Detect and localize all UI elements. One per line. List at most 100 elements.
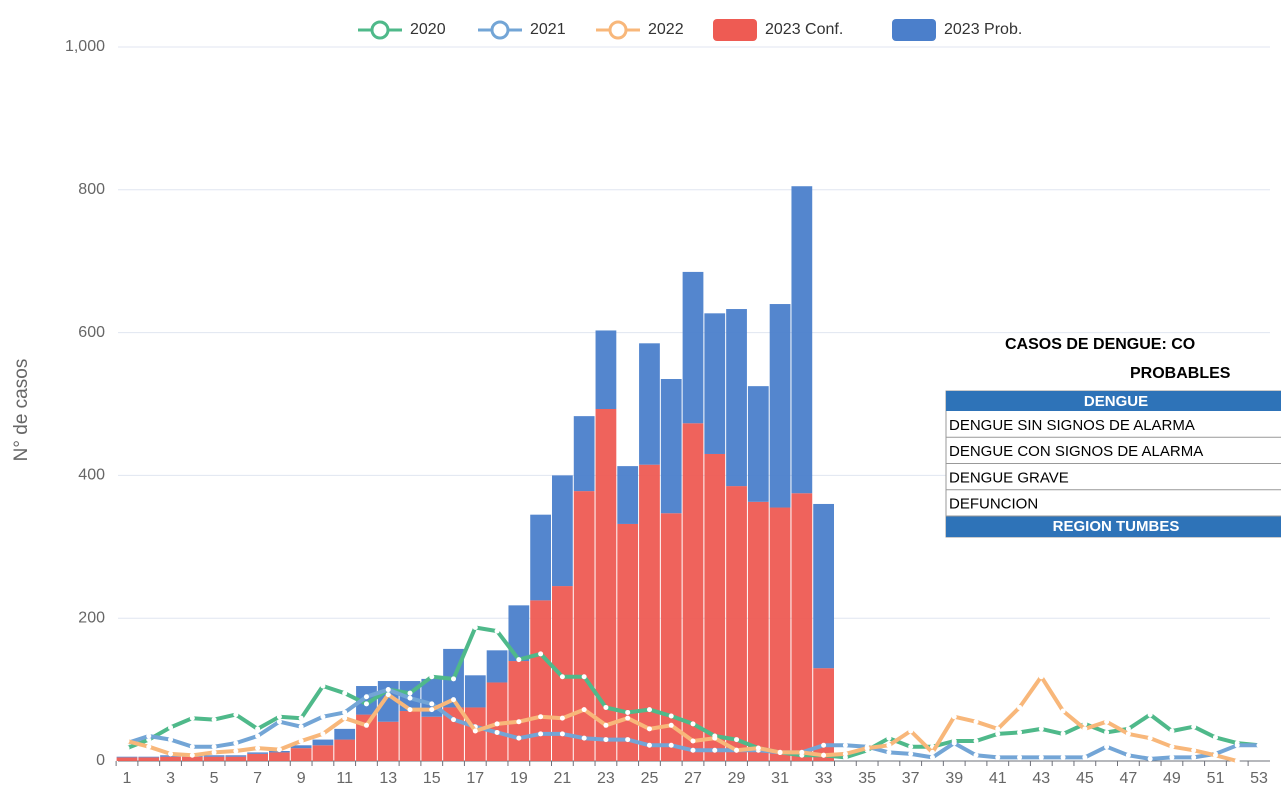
bar (160, 756, 181, 761)
line-point (973, 752, 979, 758)
line-point (1125, 752, 1131, 758)
line-point (1104, 744, 1110, 750)
line-point (995, 726, 1001, 732)
line-point (276, 714, 282, 720)
line-point (625, 737, 631, 743)
line-point (1169, 754, 1175, 760)
bar (704, 313, 726, 454)
line-point (929, 754, 935, 760)
line (126, 674, 1238, 763)
bar (269, 752, 290, 761)
line-point (973, 738, 979, 744)
line-point (821, 752, 827, 758)
y-tick-label: 600 (78, 324, 105, 341)
x-tick-label: 19 (510, 770, 528, 787)
line-point (124, 745, 130, 751)
bar (203, 756, 225, 761)
table-footer-bg (946, 516, 1281, 537)
line-point (516, 657, 522, 663)
table-row: DENGUE GRAVE (949, 469, 1069, 486)
x-tick-label: 39 (945, 770, 963, 787)
line-point (233, 748, 239, 754)
line-point (516, 719, 522, 725)
y-tick-label: 400 (78, 467, 105, 484)
bar (595, 408, 617, 761)
bar (486, 650, 508, 683)
line-point (1060, 708, 1066, 714)
bar (573, 416, 595, 492)
bar (116, 757, 138, 761)
x-tick-label: 29 (728, 770, 746, 787)
x-tick-label: 41 (989, 770, 1007, 787)
line-point (1082, 754, 1088, 760)
x-tick-label: 5 (210, 770, 219, 787)
bar (377, 721, 399, 761)
x-tick-label: 11 (336, 770, 353, 787)
line-point (842, 751, 848, 757)
line-point (646, 742, 652, 748)
line-point (581, 707, 587, 713)
line-point (973, 719, 979, 725)
line-point (1082, 726, 1088, 732)
x-tick-label: 15 (423, 770, 441, 787)
line-point (255, 733, 261, 739)
y-axis-label: N° de casos (11, 359, 32, 462)
line-point (1234, 742, 1240, 748)
x-tick-label: 21 (553, 770, 571, 787)
line-point (451, 717, 457, 723)
x-tick-label: 3 (166, 770, 175, 787)
bar (225, 756, 247, 761)
line-point (951, 714, 957, 720)
bar (225, 755, 247, 757)
line-point (472, 624, 478, 630)
legend-label: 2021 (530, 21, 566, 38)
line-point (581, 735, 587, 741)
line-point (124, 738, 130, 744)
line-point (363, 694, 369, 700)
bar (508, 605, 530, 662)
line-point (168, 737, 174, 743)
line-point (320, 714, 326, 720)
line-point (886, 742, 892, 748)
x-tick-label: 47 (1119, 770, 1137, 787)
line-point (712, 735, 718, 741)
bar (747, 501, 769, 761)
line-point (951, 740, 957, 746)
bar (617, 523, 639, 761)
line-point (407, 695, 413, 701)
line-point (538, 651, 544, 657)
line-point (603, 704, 609, 710)
bar (747, 386, 769, 502)
line-point (1060, 754, 1066, 760)
line-point (1191, 724, 1197, 730)
x-tick-label: 23 (597, 770, 615, 787)
line-point (472, 728, 478, 734)
line-point (995, 731, 1001, 737)
line-point (603, 722, 609, 728)
x-tick-label: 17 (466, 770, 484, 787)
line-point (320, 683, 326, 689)
line-point (211, 749, 217, 755)
line-point (581, 674, 587, 680)
line-point (1125, 731, 1131, 737)
line-point (668, 713, 674, 719)
x-tick-label: 1 (123, 770, 132, 787)
bar (247, 752, 268, 754)
bar (421, 716, 443, 761)
line-point (1125, 726, 1131, 732)
table-row: DEFUNCION (949, 496, 1038, 513)
bar (617, 466, 639, 524)
line-point (908, 728, 914, 734)
line-point (538, 714, 544, 720)
line-point (690, 747, 696, 753)
y-tick-label: 1,000 (65, 38, 105, 55)
bar (813, 668, 834, 761)
bar (530, 600, 551, 761)
line-point (168, 751, 174, 757)
bar (290, 745, 312, 749)
bar (508, 661, 530, 761)
y-tick-label: 0 (96, 752, 105, 769)
bar (704, 453, 726, 761)
line-point (429, 707, 435, 713)
